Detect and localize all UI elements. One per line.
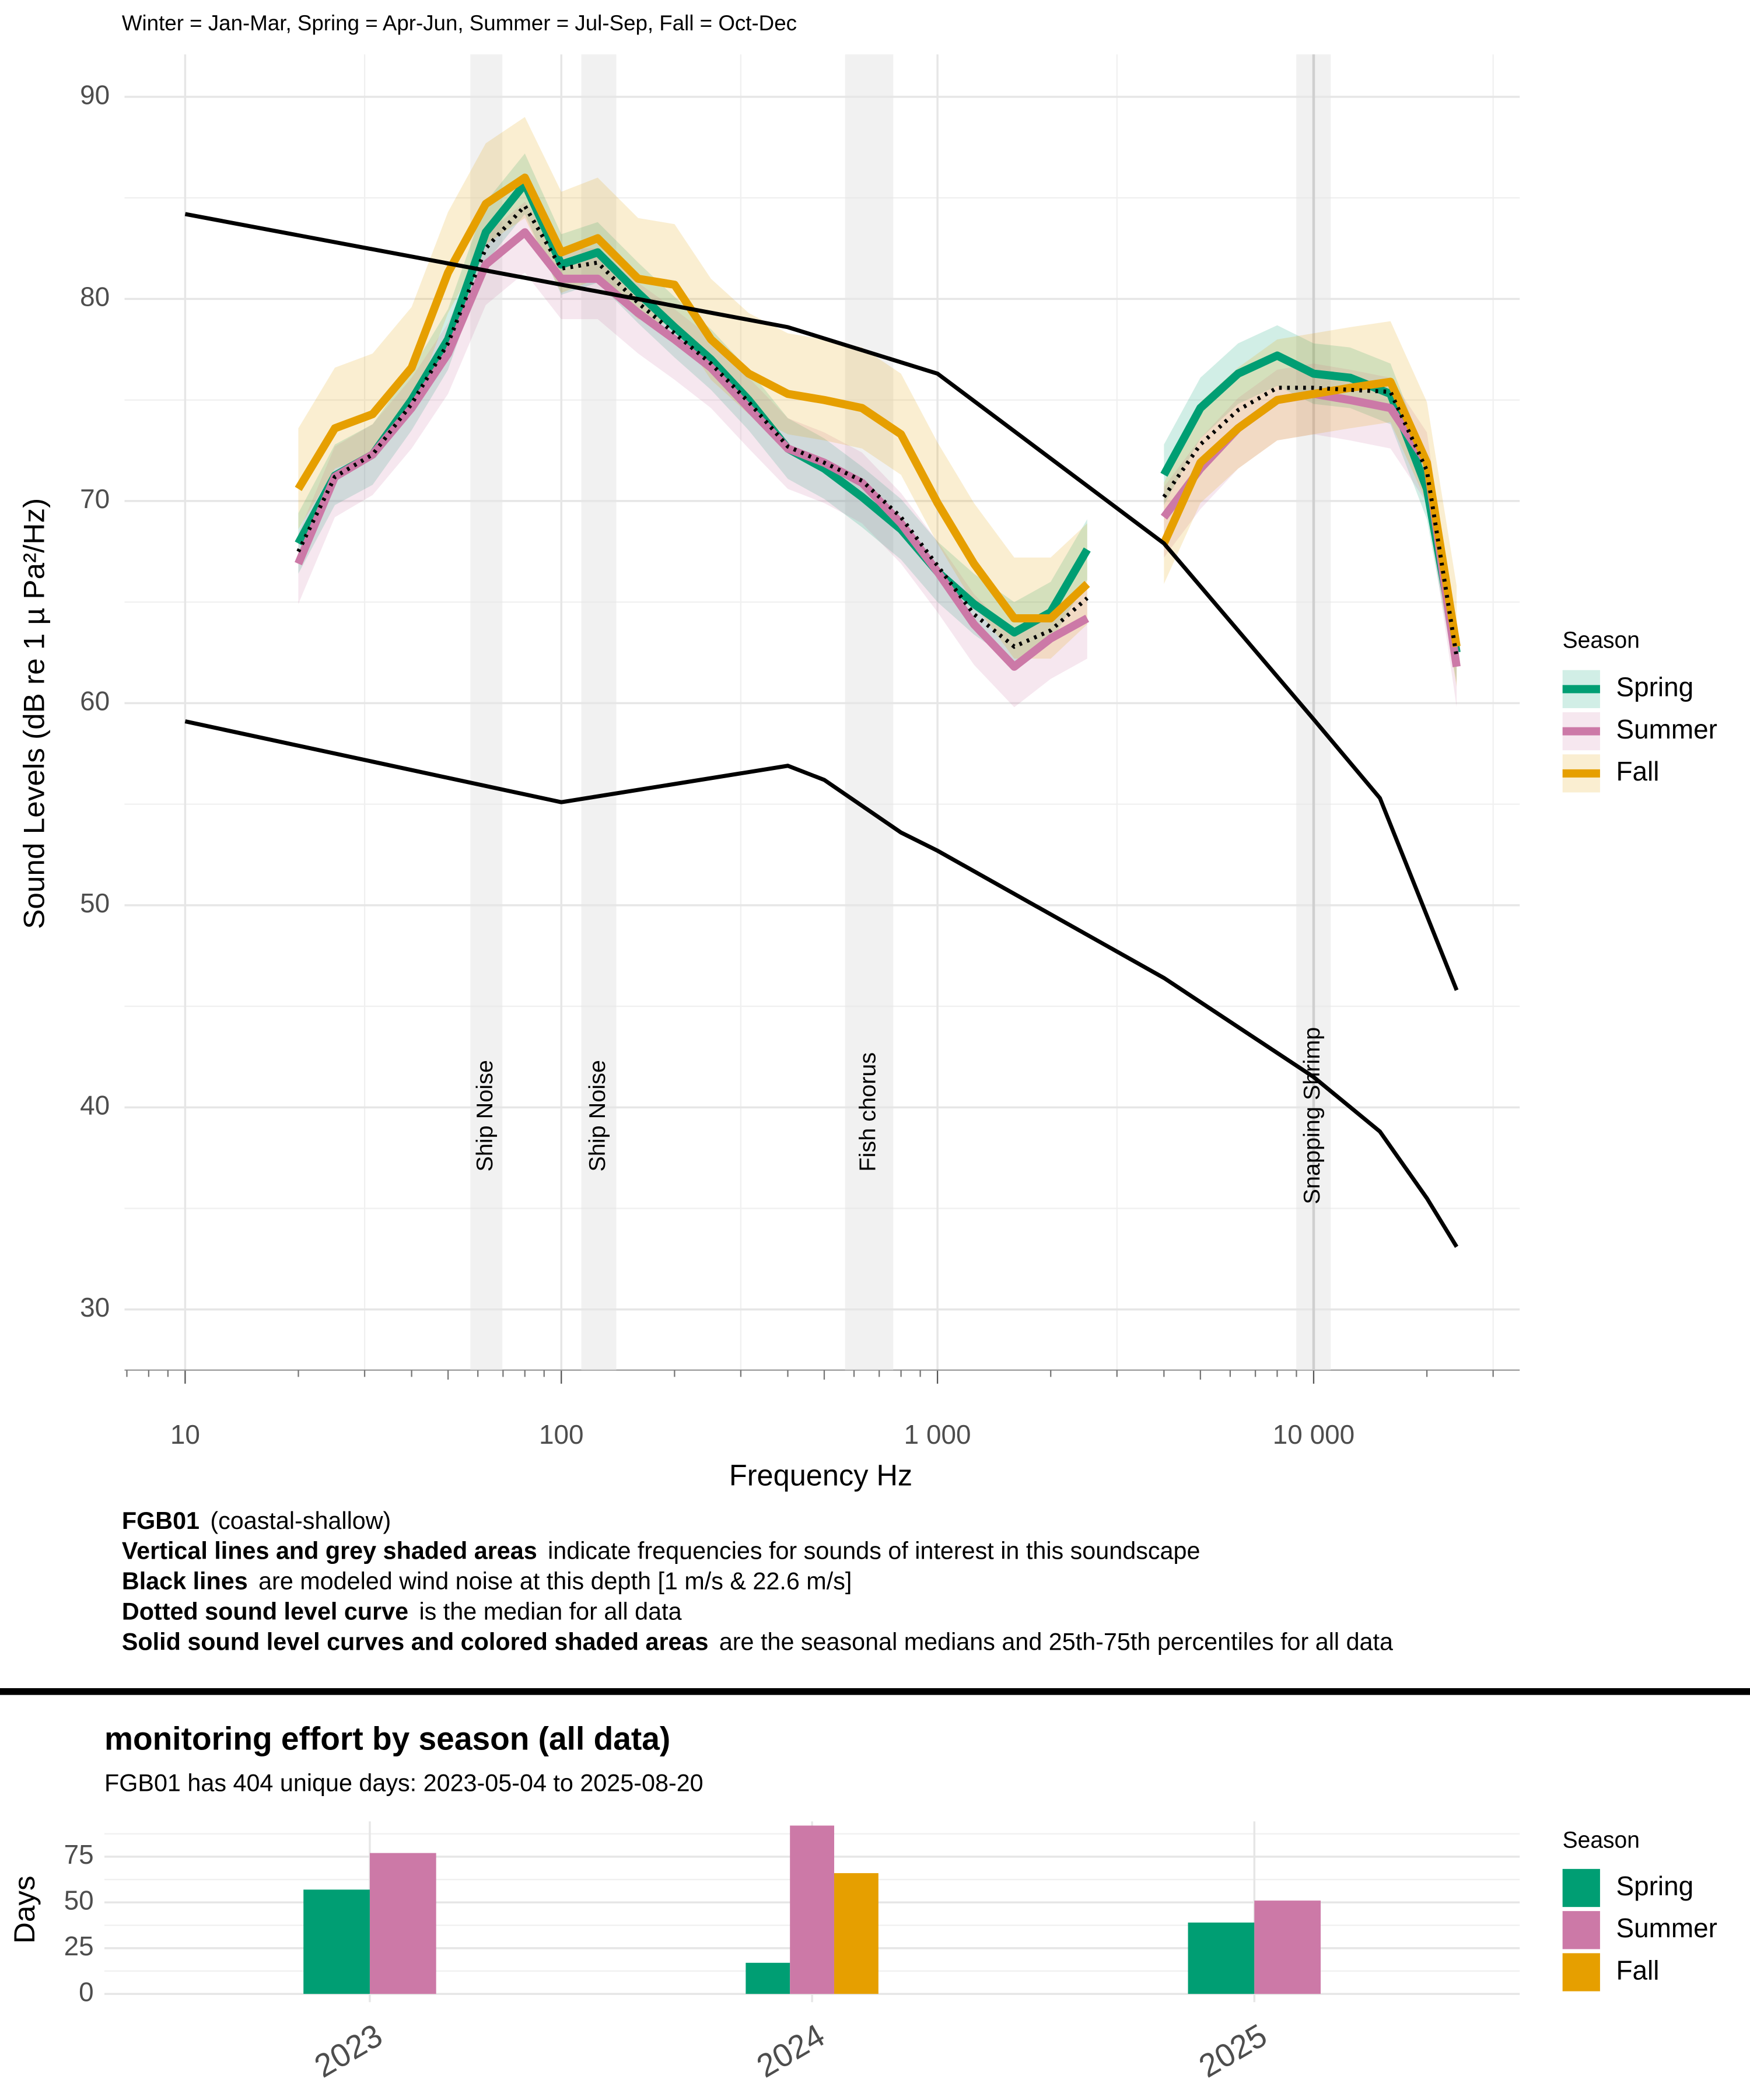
y-tick-label: 75 <box>64 1839 94 1870</box>
legend-title: Season <box>1563 627 1640 653</box>
note: Dotted sound level curve is the median fo… <box>122 1597 682 1625</box>
y-tick-label: 0 <box>79 1976 94 2007</box>
bar <box>746 1962 790 1994</box>
y-tick-label: 60 <box>80 685 110 716</box>
legend-title: Season <box>1563 1827 1640 1853</box>
y-tick-label: 80 <box>80 281 110 312</box>
note: FGB01 (coastal-shallow) <box>122 1507 391 1534</box>
y-tick-label: 40 <box>80 1090 110 1120</box>
x-tick-label: 2024 <box>751 2017 831 2084</box>
note-text: is the median for all data <box>419 1597 682 1625</box>
note-text: are modeled wind noise at this depth [1 … <box>258 1567 852 1594</box>
chart-title: monitoring effort by season (all data) <box>104 1720 670 1756</box>
note-text: are the seasonal medians and 25th-75th p… <box>719 1628 1394 1655</box>
region-label: Ship Noise <box>472 1060 498 1171</box>
note-text: indicate frequencies for sounds of inter… <box>548 1536 1200 1564</box>
note: Solid sound level curves and colored sha… <box>122 1628 1394 1655</box>
legend-label: Summer <box>1616 1913 1717 1943</box>
median-line <box>295 173 1461 648</box>
shaded-region <box>845 54 894 1370</box>
overall-median-line <box>296 202 1459 657</box>
y-tick-label: 50 <box>80 888 110 918</box>
legend-label: Summer <box>1616 714 1717 744</box>
legend-label: Fall <box>1616 1955 1659 1985</box>
y-axis-title: Days <box>8 1875 41 1944</box>
y-tick-label: 50 <box>64 1885 94 1915</box>
legend-label: Spring <box>1616 671 1693 702</box>
y-tick-label: 30 <box>80 1292 110 1322</box>
y-tick-label: 25 <box>64 1931 94 1961</box>
chart-subtitle: FGB01 has 404 unique days: 2023-05-04 to… <box>104 1769 704 1796</box>
x-tick-label: 10 000 <box>1273 1419 1354 1450</box>
region-label: Fish chorus <box>855 1052 881 1172</box>
legend-label: Spring <box>1616 1871 1693 1901</box>
legend-label: Fall <box>1616 756 1659 786</box>
x-tick-label: 2025 <box>1193 2017 1273 2084</box>
bar <box>369 1853 436 1994</box>
separator <box>0 1688 1750 1695</box>
note-bold: Solid sound level curves and colored sha… <box>122 1628 709 1655</box>
region-label: Snapping Shrimp <box>1299 1027 1325 1205</box>
bar <box>303 1889 370 1994</box>
plot-area <box>124 54 1520 1370</box>
region-label: Ship Noise <box>584 1060 610 1171</box>
legend-swatch <box>1562 1868 1600 1908</box>
wind-noise-line <box>184 212 1459 991</box>
chart-subtitle: Winter = Jan-Mar, Spring = Apr-Jun, Summ… <box>122 11 797 35</box>
note-bold: Vertical lines and grey shaded areas <box>122 1536 537 1564</box>
percentile-band <box>298 202 1457 708</box>
note-bold: Black lines <box>122 1567 248 1594</box>
note-bold: Dotted sound level curve <box>122 1597 408 1625</box>
x-tick-label: 1 000 <box>904 1419 971 1450</box>
legend-swatch <box>1562 1911 1600 1950</box>
note: Black lines are modeled wind noise at thi… <box>122 1567 852 1594</box>
bar <box>1188 1922 1255 1994</box>
percentile-band <box>298 153 1457 683</box>
note-text: (coastal-shallow) <box>210 1507 391 1534</box>
bar <box>790 1825 835 1994</box>
bar <box>834 1873 878 1994</box>
y-tick-label: 90 <box>80 79 110 110</box>
x-tick-label: 10 <box>170 1419 200 1450</box>
note-bold: FGB01 <box>122 1507 200 1534</box>
x-axis-title: Frequency Hz <box>729 1458 912 1492</box>
y-axis-title: Sound Levels (dB re 1 µ Pa²/Hz) <box>18 498 51 929</box>
x-tick-label: 100 <box>539 1419 584 1450</box>
note: Vertical lines and grey shaded areas indi… <box>122 1536 1200 1564</box>
y-tick-label: 70 <box>80 484 110 514</box>
bar <box>1254 1901 1321 1994</box>
legend-swatch <box>1562 1953 1600 1992</box>
median-line <box>295 180 1461 653</box>
wind-noise-line <box>184 719 1459 1248</box>
x-tick-label: 2023 <box>309 2017 388 2084</box>
shaded-region <box>581 54 617 1370</box>
